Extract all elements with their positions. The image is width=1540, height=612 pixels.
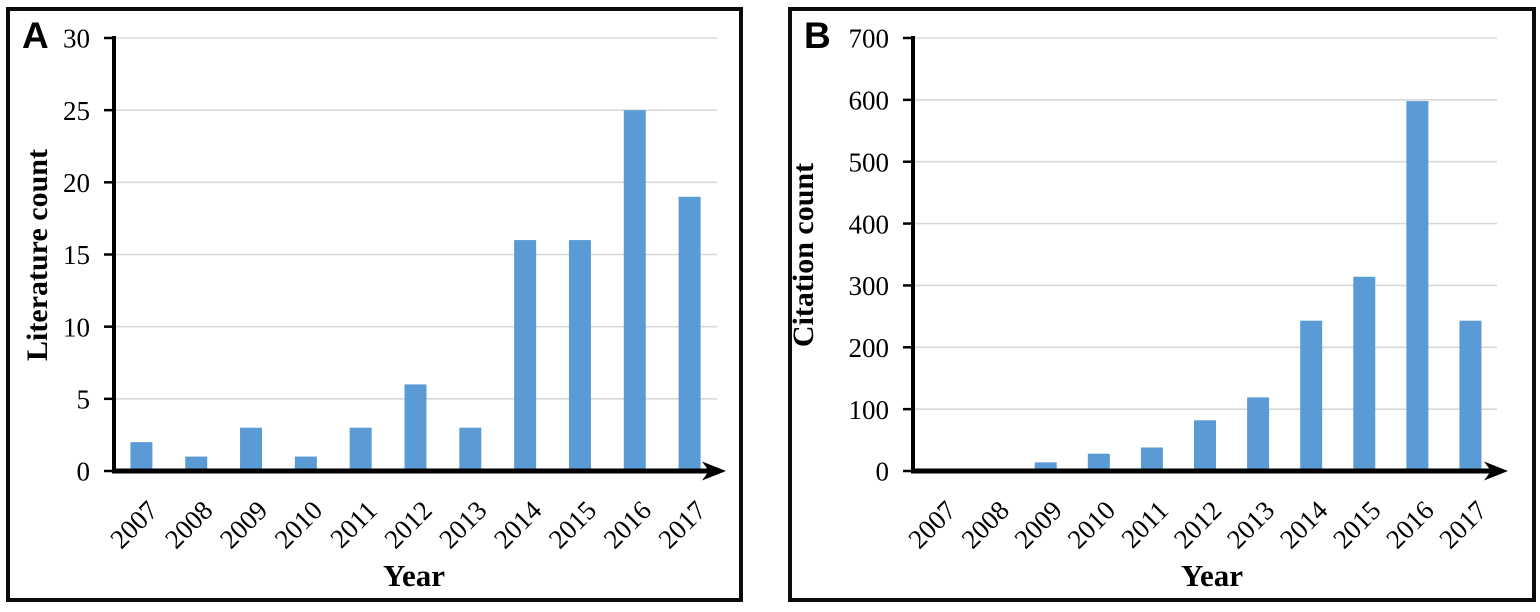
x-tick-label-2017: 2017 — [1433, 495, 1492, 554]
y-tick-label-300: 300 — [849, 271, 890, 301]
panel-b-x-axis-title: Year — [1181, 558, 1243, 593]
literature-count-bar-chart: 0 5 10 15 20 25 30 2007200820092010201120122013… — [63, 24, 726, 555]
panel-a-x-axis-title: Year — [383, 558, 445, 593]
y-tick-label-20: 20 — [63, 168, 90, 198]
x-tick-label-2017: 2017 — [652, 495, 711, 554]
x-tick-label-2011: 2011 — [1115, 495, 1174, 554]
x-tick-label-2016: 2016 — [1380, 495, 1439, 554]
x-tick-label-2010: 2010 — [1062, 495, 1121, 554]
bar-2014 — [1300, 320, 1323, 471]
x-axis-arrowhead — [702, 461, 726, 481]
y-tick-label-15: 15 — [63, 240, 90, 270]
y-tick-label-30: 30 — [63, 24, 90, 54]
bar-2013 — [1247, 397, 1270, 471]
x-tick-label-2012: 2012 — [378, 495, 437, 554]
panel-a: 0 5 10 15 20 25 30 2007 2008 2009 2010 2011 2012 2013… — [6, 7, 743, 602]
x-tick-label-2012: 2012 — [1168, 495, 1227, 554]
y-tick-label-100: 100 — [849, 395, 890, 425]
panel-a-letter: A — [22, 15, 49, 56]
y-tick-label-10: 10 — [63, 312, 90, 342]
bar-2015 — [568, 240, 591, 471]
y-tick-label-25: 25 — [63, 96, 90, 126]
panel-b-y-axis-title: Citation count — [787, 162, 820, 348]
x-tick-label-2014: 2014 — [1274, 495, 1334, 555]
x-tick-label-2016: 2016 — [598, 495, 657, 554]
bar-2013 — [459, 427, 482, 471]
x-tick-label-2008: 2008 — [159, 495, 218, 554]
bar-2012 — [1194, 420, 1216, 471]
x-tick-label-2013: 2013 — [433, 495, 492, 554]
bar-2009 — [240, 427, 263, 471]
bar-2011 — [349, 427, 372, 471]
citation-count-bar-chart: 0100200300400500600700200720082009201020… — [849, 24, 1508, 555]
bar-2016 — [1406, 101, 1429, 471]
bar-2017 — [678, 196, 701, 471]
panel-b-letter: B — [804, 15, 831, 56]
x-tick-label-2009: 2009 — [214, 495, 273, 554]
x-tick-label-2015: 2015 — [543, 495, 602, 554]
x-axis-arrowhead — [1484, 461, 1508, 481]
y-tick-label-500: 500 — [849, 147, 890, 177]
bar-2008 — [185, 456, 208, 471]
y-tick-label-600: 600 — [849, 86, 890, 116]
bar-2011 — [1140, 447, 1163, 471]
x-tick-label-2007: 2007 — [104, 495, 163, 554]
y-tick-label-400: 400 — [849, 209, 890, 239]
bar-2014 — [514, 240, 537, 471]
y-tick-label-5: 5 — [77, 385, 91, 415]
y-tick-label-200: 200 — [849, 333, 890, 363]
panel-a-y-axis-title: Literature count — [21, 149, 54, 361]
y-tick-label-700: 700 — [849, 24, 890, 54]
x-tick-label-2015: 2015 — [1327, 495, 1386, 554]
x-tick-label-2009: 2009 — [1009, 495, 1068, 554]
x-tick-label-2008: 2008 — [955, 495, 1014, 554]
y-tick-label-0: 0 — [77, 457, 91, 487]
bar-2015 — [1353, 276, 1376, 471]
bar-2010 — [294, 456, 317, 471]
x-tick-label-2007: 2007 — [902, 495, 961, 554]
x-tick-label-2014: 2014 — [488, 495, 548, 555]
y-tick-label-0: 0 — [876, 457, 890, 487]
x-tick-label-2010: 2010 — [269, 495, 328, 554]
bar-2012 — [404, 384, 427, 471]
bar-2010 — [1087, 453, 1110, 471]
bar-2017 — [1459, 320, 1482, 471]
bar-2009 — [1034, 462, 1057, 471]
x-tick-label-2013: 2013 — [1221, 495, 1280, 554]
bar-2007 — [130, 442, 153, 471]
bar-2016 — [623, 110, 646, 472]
panel-b: 0 100 200 300 400 500 600 700 2007 2008 2009 2010 20… — [787, 7, 1536, 602]
x-tick-label-2011: 2011 — [324, 495, 383, 554]
